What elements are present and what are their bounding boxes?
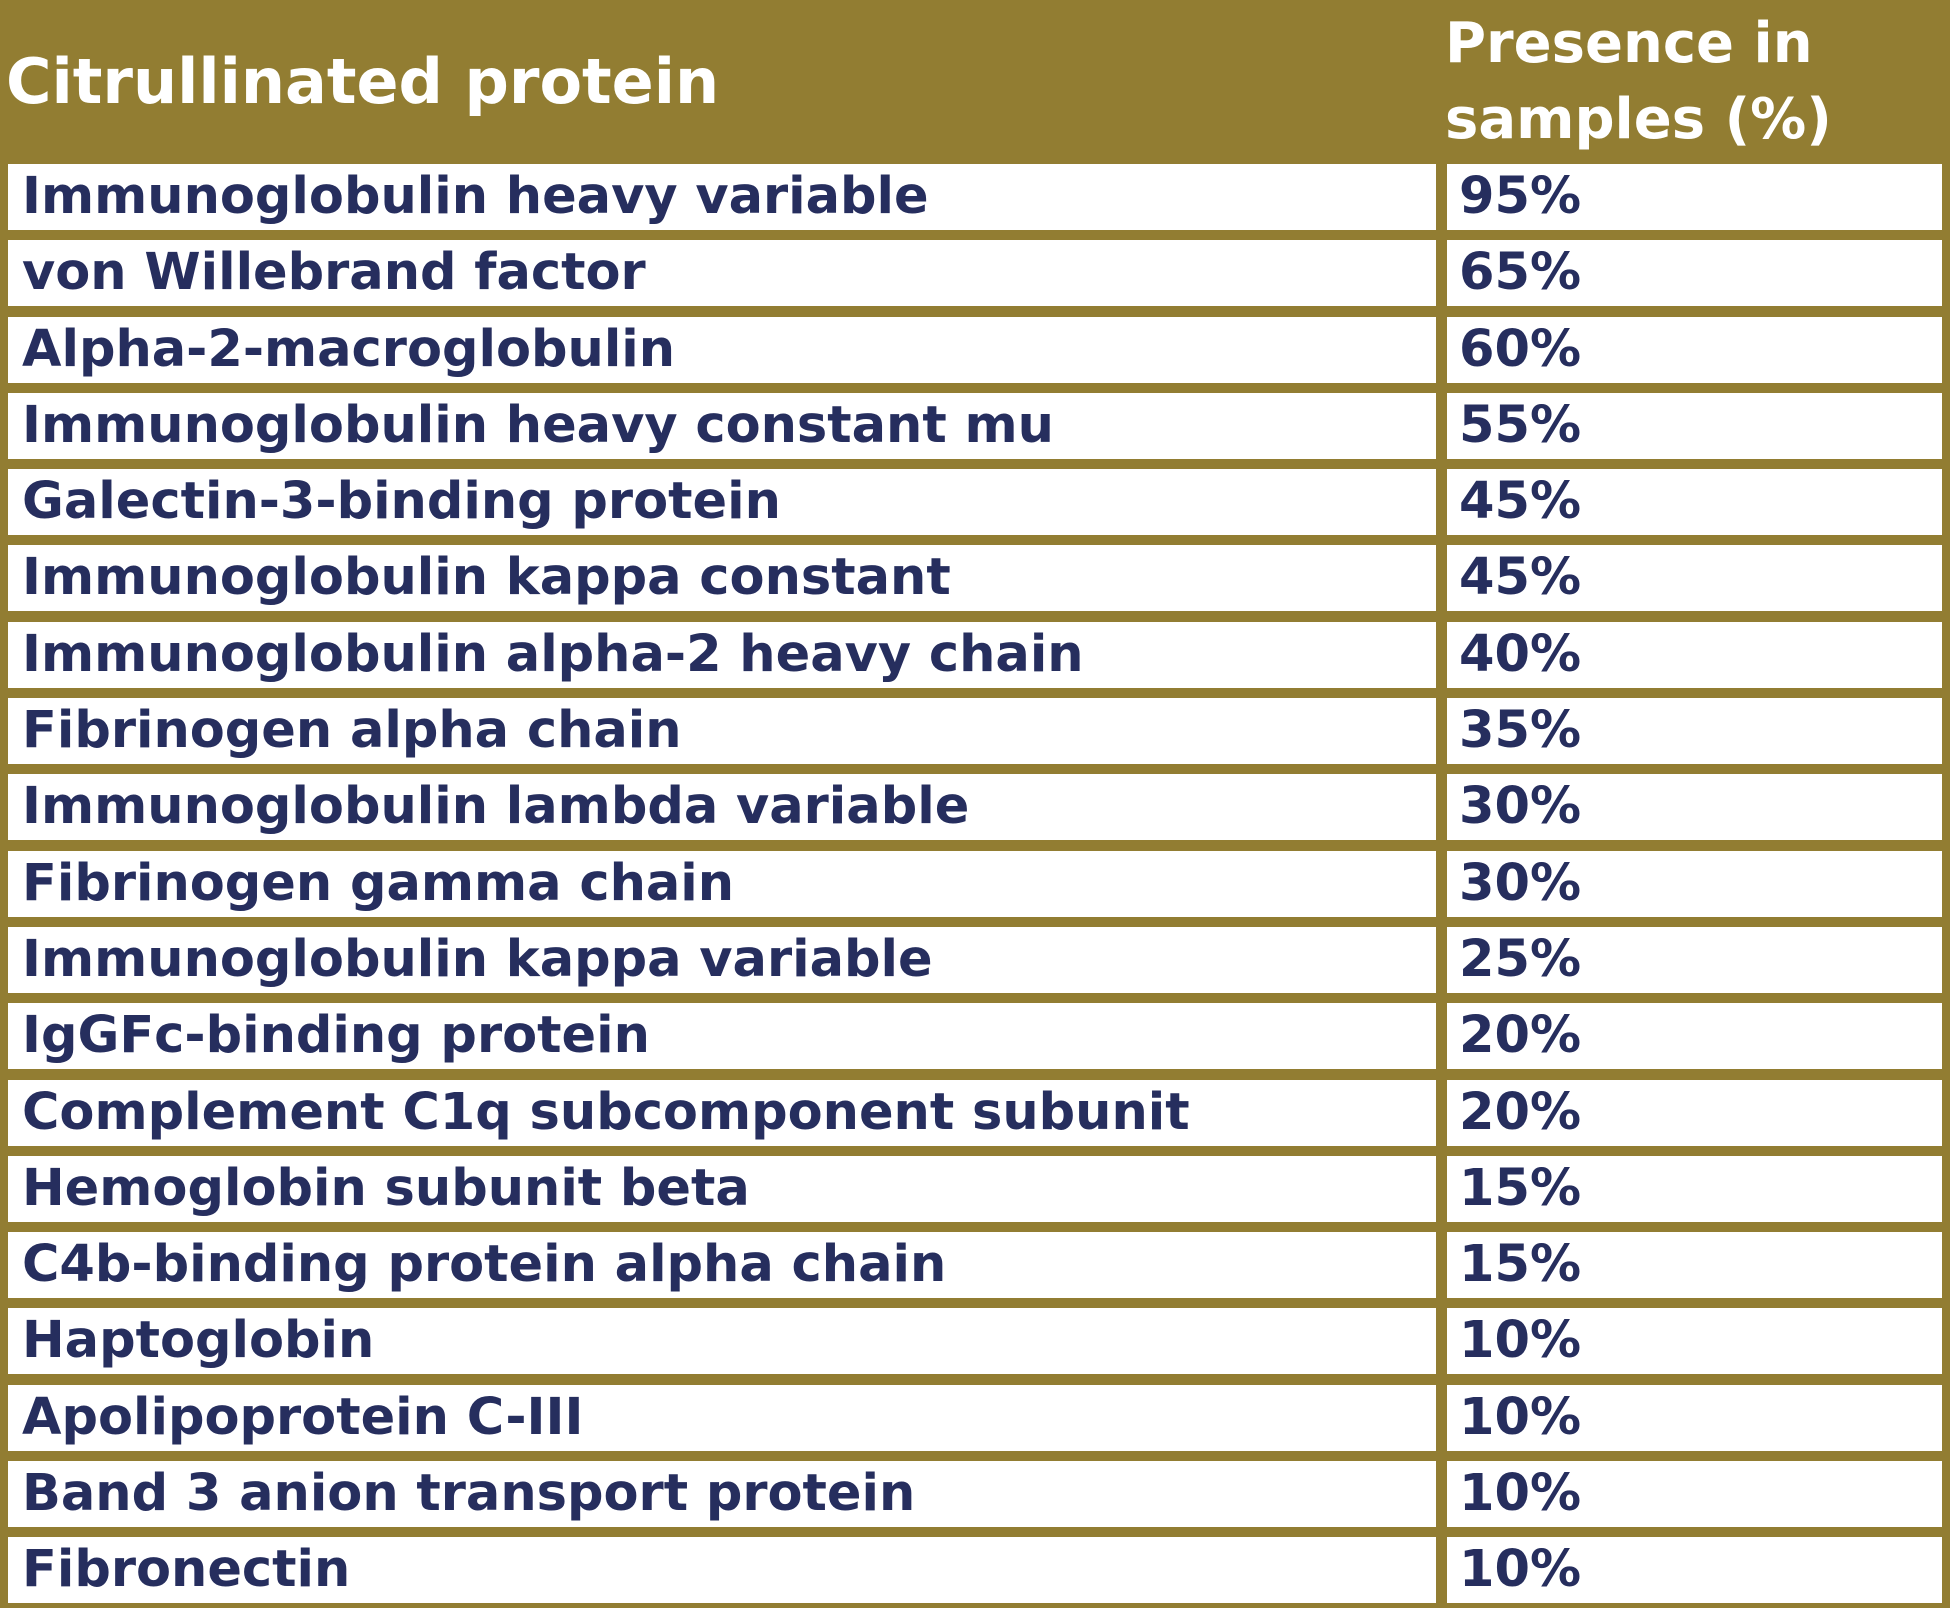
- header-presence: Presence in samples (%): [1445, 11, 1832, 152]
- protein-name-cell: Fibrinogen gamma chain: [8, 850, 1436, 917]
- presence-value-cell: 65%: [1447, 240, 1942, 307]
- table-body: Immunoglobulin heavy variable 95% von Will…: [0, 160, 1950, 1610]
- table-row: Alpha-2-macroglobulin 60%: [0, 313, 1950, 389]
- protein-name-cell: Complement C1q subcomponent subunit: [8, 1079, 1436, 1146]
- protein-name-cell: Immunoglobulin heavy variable: [8, 164, 1436, 230]
- protein-name-cell: Haptoglobin: [8, 1308, 1436, 1375]
- table-row: Fibronectin 10%: [0, 1533, 1950, 1609]
- presence-value-cell: 20%: [1447, 1079, 1942, 1146]
- presence-value-cell: 20%: [1447, 1003, 1942, 1070]
- presence-value-cell: 45%: [1447, 545, 1942, 612]
- table-row: Apolipoprotein C-III 10%: [0, 1381, 1950, 1457]
- presence-value-cell: 30%: [1447, 774, 1942, 841]
- table-row: Complement C1q subcomponent subunit 20%: [0, 1076, 1950, 1152]
- table-row: Hemoglobin subunit beta 15%: [0, 1152, 1950, 1228]
- protein-name-cell: von Willebrand factor: [8, 240, 1436, 307]
- table-row: Immunoglobulin heavy variable 95%: [0, 160, 1950, 236]
- table-row: Fibrinogen alpha chain 35%: [0, 694, 1950, 770]
- protein-name-cell: Alpha-2-macroglobulin: [8, 316, 1436, 383]
- table-row: Immunoglobulin heavy constant mu 55%: [0, 389, 1950, 465]
- table-row: Fibrinogen gamma chain 30%: [0, 847, 1950, 923]
- table-row: IgGFc-binding protein 20%: [0, 999, 1950, 1075]
- table-row: Immunoglobulin alpha-2 heavy chain 40%: [0, 618, 1950, 694]
- presence-value-cell: 10%: [1447, 1537, 1942, 1604]
- protein-name-cell: C4b-binding protein alpha chain: [8, 1232, 1436, 1299]
- presence-value-cell: 15%: [1447, 1155, 1942, 1222]
- presence-value-cell: 40%: [1447, 621, 1942, 688]
- table-header: Citrullinated protein Presence in sample…: [0, 0, 1950, 160]
- presence-value-cell: 10%: [1447, 1308, 1942, 1375]
- presence-value-cell: 10%: [1447, 1384, 1942, 1451]
- table-row: Immunoglobulin kappa constant 45%: [0, 541, 1950, 617]
- protein-name-cell: Immunoglobulin kappa constant: [8, 545, 1436, 612]
- protein-name-cell: Immunoglobulin heavy constant mu: [8, 392, 1436, 459]
- protein-name-cell: Immunoglobulin lambda variable: [8, 774, 1436, 841]
- presence-value-cell: 10%: [1447, 1461, 1942, 1528]
- presence-value-cell: 15%: [1447, 1232, 1942, 1299]
- table-row: Immunoglobulin lambda variable 30%: [0, 770, 1950, 846]
- protein-name-cell: Fibrinogen alpha chain: [8, 698, 1436, 765]
- table-row: Haptoglobin 10%: [0, 1304, 1950, 1380]
- presence-value-cell: 55%: [1447, 392, 1942, 459]
- presence-value-cell: 60%: [1447, 316, 1942, 383]
- protein-name-cell: Band 3 anion transport protein: [8, 1461, 1436, 1528]
- protein-name-cell: Immunoglobulin kappa variable: [8, 926, 1436, 993]
- protein-name-cell: Fibronectin: [8, 1537, 1436, 1604]
- header-protein: Citrullinated protein: [6, 45, 720, 118]
- table-row: Band 3 anion transport protein 10%: [0, 1457, 1950, 1533]
- protein-name-cell: Immunoglobulin alpha-2 heavy chain: [8, 621, 1436, 688]
- protein-name-cell: Galectin-3-binding protein: [8, 469, 1436, 536]
- table-row: Galectin-3-binding protein 45%: [0, 465, 1950, 541]
- presence-value-cell: 35%: [1447, 698, 1942, 765]
- table-row: von Willebrand factor 65%: [0, 236, 1950, 312]
- presence-value-cell: 30%: [1447, 850, 1942, 917]
- table-row: C4b-binding protein alpha chain 15%: [0, 1228, 1950, 1304]
- presence-value-cell: 25%: [1447, 926, 1942, 993]
- protein-name-cell: Hemoglobin subunit beta: [8, 1155, 1436, 1222]
- table-row: Immunoglobulin kappa variable 25%: [0, 923, 1950, 999]
- presence-value-cell: 45%: [1447, 469, 1942, 536]
- presence-value-cell: 95%: [1447, 164, 1942, 230]
- protein-name-cell: Apolipoprotein C-III: [8, 1384, 1436, 1451]
- protein-name-cell: IgGFc-binding protein: [8, 1003, 1436, 1070]
